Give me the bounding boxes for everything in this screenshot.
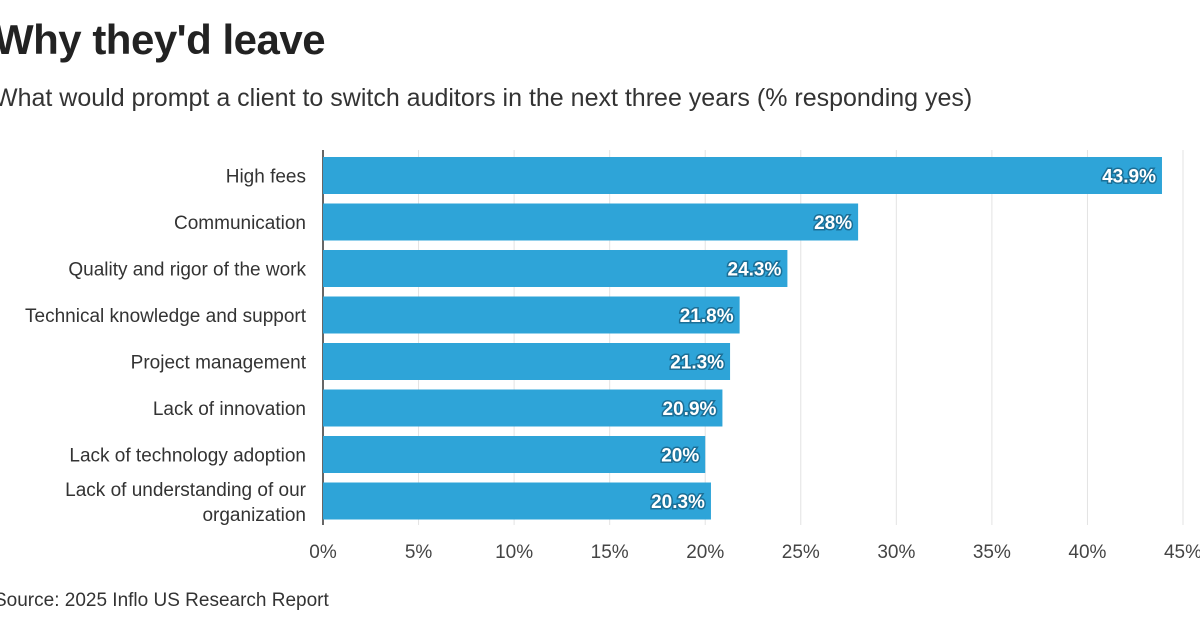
- x-tick-label: 5%: [405, 542, 433, 563]
- x-tick-label: 10%: [495, 542, 533, 563]
- value-label: 28%: [814, 213, 852, 234]
- x-tick-label: 20%: [686, 542, 724, 563]
- x-tick-label: 15%: [591, 542, 629, 563]
- category-label: Technical knowledge and support: [25, 306, 307, 327]
- value-label: 20.9%: [663, 399, 717, 420]
- x-tick-label: 35%: [973, 542, 1011, 563]
- bars: [323, 157, 1162, 520]
- chart-subtitle: What would prompt a client to switch aud…: [0, 84, 973, 112]
- category-label: Lack of understanding of our organization: [65, 480, 307, 526]
- category-label: Communication: [174, 213, 306, 234]
- category-label: Lack of technology adoption: [69, 446, 306, 467]
- value-label: 24.3%: [728, 260, 782, 281]
- x-tick-label: 30%: [877, 542, 915, 563]
- bar: [323, 343, 731, 380]
- x-tick-label: 40%: [1068, 542, 1106, 563]
- value-label: 21.3%: [670, 353, 724, 374]
- bar: [323, 436, 706, 473]
- chart-title: Why they'd leave: [0, 16, 326, 63]
- value-labels: 43.9% 28% 24.3% 21.8% 21.3% 20.9% 20% 20.3%: [650, 165, 1158, 515]
- bar: [323, 389, 723, 427]
- bar: [323, 296, 740, 334]
- bar: [323, 203, 859, 241]
- bar: [323, 157, 1162, 194]
- value-label: 21.8%: [680, 306, 734, 327]
- source-note: Source: 2025 Inflo US Research Report: [0, 590, 329, 611]
- category-label: Lack of innovation: [153, 399, 306, 420]
- category-label: High fees: [226, 167, 306, 188]
- value-label: 43.9%: [1102, 167, 1156, 188]
- bar: [323, 482, 711, 520]
- x-tick-label: 25%: [782, 542, 820, 563]
- x-axis-tick-labels: 0% 5% 10% 15% 20% 25% 30% 35% 40% 45%: [309, 542, 1200, 563]
- category-label: Project management: [131, 353, 307, 374]
- category-label: Quality and rigor of the work: [68, 260, 306, 281]
- value-label: 20.3%: [651, 492, 705, 513]
- bar: [323, 250, 788, 287]
- x-tick-label: 0%: [309, 542, 337, 563]
- x-tick-label: 45%: [1164, 542, 1200, 563]
- category-labels: High fees Communication Quality and rigor …: [25, 167, 307, 527]
- value-label: 20%: [661, 446, 699, 467]
